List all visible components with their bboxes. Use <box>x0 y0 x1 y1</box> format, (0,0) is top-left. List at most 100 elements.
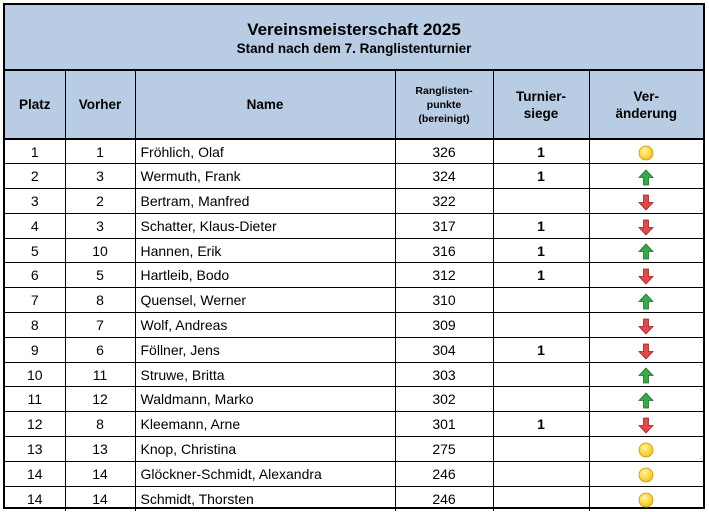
platz-cell: 7 <box>5 287 65 313</box>
name-cell: Schmidt, Thorsten <box>134 485 395 511</box>
change-cell <box>588 262 703 288</box>
vorher-cell: 5 <box>64 262 135 288</box>
platz-cell: 8 <box>5 312 65 338</box>
name-cell: Struwe, Britta <box>134 361 395 387</box>
circle-neutral-icon <box>638 442 654 458</box>
name-cell: Hannen, Erik <box>134 237 395 263</box>
vorher-cell: 14 <box>64 485 135 511</box>
arrow-up-icon <box>638 367 655 384</box>
header-row: Platz Vorher Name Ranglisten- punkte (be… <box>5 71 703 140</box>
col-header-punkte: Ranglisten- punkte (bereinigt) <box>394 71 493 140</box>
vorher-cell: 8 <box>64 287 135 313</box>
change-cell <box>588 485 703 511</box>
platz-cell: 1 <box>30 143 39 160</box>
platz-cell: 12 <box>5 411 65 437</box>
col-header-punkte-line3: (bereinigt) <box>418 112 470 125</box>
siege-cell <box>492 386 589 412</box>
siege-cell: 1 <box>492 336 589 363</box>
platz-cell: 14 <box>5 485 65 511</box>
vorher-cell: 3 <box>64 212 135 239</box>
punkte-cell: 324 <box>394 163 493 189</box>
platz-cell: 11 <box>5 386 65 412</box>
arrow-down-icon <box>638 268 655 285</box>
table-row: 9 6 Föllner, Jens 304 1 <box>5 336 703 363</box>
platz-cell: 10 <box>5 361 65 387</box>
col-header-name: Name <box>134 71 395 140</box>
change-cell <box>588 237 703 263</box>
platz-cell: 5 <box>5 237 65 263</box>
circle-neutral-icon <box>638 467 654 483</box>
siege-cell <box>492 460 589 487</box>
arrow-up-icon <box>638 243 655 260</box>
punkte-cell: 275 <box>394 436 493 462</box>
change-cell <box>588 212 703 239</box>
change-cell <box>588 287 703 313</box>
platz-cell: 2 <box>5 163 65 189</box>
arrow-down-icon <box>638 417 655 434</box>
punkte-cell: 322 <box>394 188 493 214</box>
vorher-cell: 11 <box>64 361 135 387</box>
arrow-down-icon <box>638 318 655 335</box>
sheet-subtitle: Stand nach dem 7. Ranglistenturnier <box>236 41 472 56</box>
vorher-cell: 6 <box>64 336 135 363</box>
platz-cell: 13 <box>5 436 65 462</box>
vorher-cell: 7 <box>64 312 135 338</box>
siege-cell <box>492 361 589 387</box>
col-header-siege-line2: siege <box>523 105 559 121</box>
punkte-cell: 304 <box>394 336 493 363</box>
punkte-cell: 302 <box>394 386 493 412</box>
vorher-cell: 3 <box>64 163 135 189</box>
standings-table: Platz Vorher Name Ranglisten- punkte (be… <box>5 71 703 511</box>
table-row: 11 12 Waldmann, Marko 302 <box>5 386 703 412</box>
punkte-cell: 246 <box>394 485 493 511</box>
siege-cell: 1 <box>492 139 589 164</box>
arrow-up-icon <box>638 392 655 409</box>
arrow-up-icon <box>638 169 655 186</box>
punkte-cell: 246 <box>394 460 493 487</box>
siege-cell <box>492 312 589 338</box>
siege-cell: 1 <box>492 237 589 263</box>
punkte-cell: 317 <box>394 212 493 239</box>
name-cell: Quensel, Werner <box>134 287 395 313</box>
vorher-cell: 14 <box>64 460 135 487</box>
platz-cell: 3 <box>5 188 65 214</box>
name-cell: Bertram, Manfred <box>134 188 395 214</box>
name-cell: Fröhlich, Olaf <box>134 139 395 164</box>
table-row: 3 2 Bertram, Manfred 322 <box>5 188 703 214</box>
table-row: 8 7 Wolf, Andreas 309 <box>5 312 703 338</box>
siege-cell: 1 <box>492 262 589 288</box>
name-cell: Wolf, Andreas <box>134 312 395 338</box>
table-row: 2 3 Wermuth, Frank 324 1 <box>5 163 703 189</box>
punkte-cell: 312 <box>394 262 493 288</box>
table-row: 6 5 Hartleib, Bodo 312 1 <box>5 262 703 288</box>
col-header-punkte-line2: punkte <box>426 98 462 111</box>
col-header-punkte-line1: Ranglisten- <box>415 84 473 97</box>
circle-neutral-icon <box>638 145 654 161</box>
siege-cell <box>492 188 589 214</box>
arrow-up-icon <box>638 293 655 310</box>
table-row: 14 14 Schmidt, Thorsten 246 <box>5 485 703 511</box>
platz-cell: 9 <box>5 336 65 363</box>
col-header-change-line2: änderung <box>615 105 677 121</box>
sheet-title: Vereinsmeisterschaft 2025 <box>247 20 461 39</box>
table-row: 14 14 Glöckner-Schmidt, Alexandra 246 <box>5 460 703 487</box>
change-cell <box>588 436 703 462</box>
table-row: 7 8 Quensel, Werner 310 <box>5 287 703 313</box>
table-row: 12 8 Kleemann, Arne 301 1 <box>5 411 703 437</box>
siege-cell: 1 <box>492 163 589 189</box>
vorher-cell: 2 <box>64 188 135 214</box>
punkte-cell: 309 <box>394 312 493 338</box>
punkte-cell: 326 <box>394 139 493 164</box>
punkte-cell: 316 <box>394 237 493 263</box>
punkte-cell: 301 <box>394 411 493 437</box>
name-cell: Waldmann, Marko <box>134 386 395 412</box>
name-cell: Kleemann, Arne <box>134 411 395 437</box>
vorher-cell: 1 <box>64 139 135 164</box>
siege-cell <box>492 485 589 511</box>
vorher-cell: 8 <box>64 411 135 437</box>
table-row: 10 11 Struwe, Britta 303 <box>5 361 703 387</box>
change-cell <box>588 336 703 363</box>
platz-cell: 4 <box>5 212 65 239</box>
table-row: 1 1 Fröhlich, Olaf 326 1 <box>5 139 703 164</box>
name-cell: Wermuth, Frank <box>134 163 395 189</box>
